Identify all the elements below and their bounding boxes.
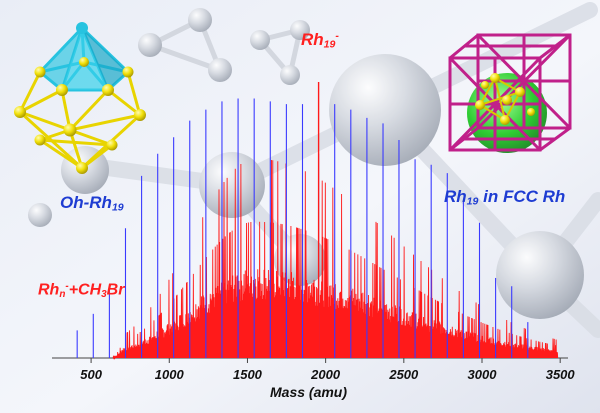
oh-rh19-label: Oh-Rh19: [60, 193, 124, 214]
rh19-peak-label: Rh19-: [301, 30, 339, 51]
spectrum-plot: 500 1000 1500 2000 2500 3000 3500: [52, 82, 575, 382]
x-axis-ticks: 500 1000 1500 2000 2500 3000 3500: [80, 358, 575, 382]
red-spectrum: [112, 160, 559, 360]
x-tick-label: 1000: [155, 367, 185, 382]
x-tick-label: 3500: [546, 367, 576, 382]
x-tick-label: 2000: [310, 367, 341, 382]
oh-rh19-structure: [14, 22, 146, 174]
x-tick-label: 500: [80, 367, 102, 382]
reaction-label: Rhn-+CH3Br: [38, 281, 125, 300]
rh19-in-fcc-label: Rh19 in FCC Rh: [444, 187, 566, 208]
x-tick-label: 3000: [468, 367, 498, 382]
x-tick-label: 2500: [388, 367, 419, 382]
red-spectrum-trace: [112, 160, 559, 360]
x-tick-label: 1500: [233, 367, 263, 382]
rh19-fcc-structure: [448, 33, 572, 153]
blue-peaks: [76, 98, 529, 358]
x-axis-title: Mass (amu): [270, 384, 348, 400]
